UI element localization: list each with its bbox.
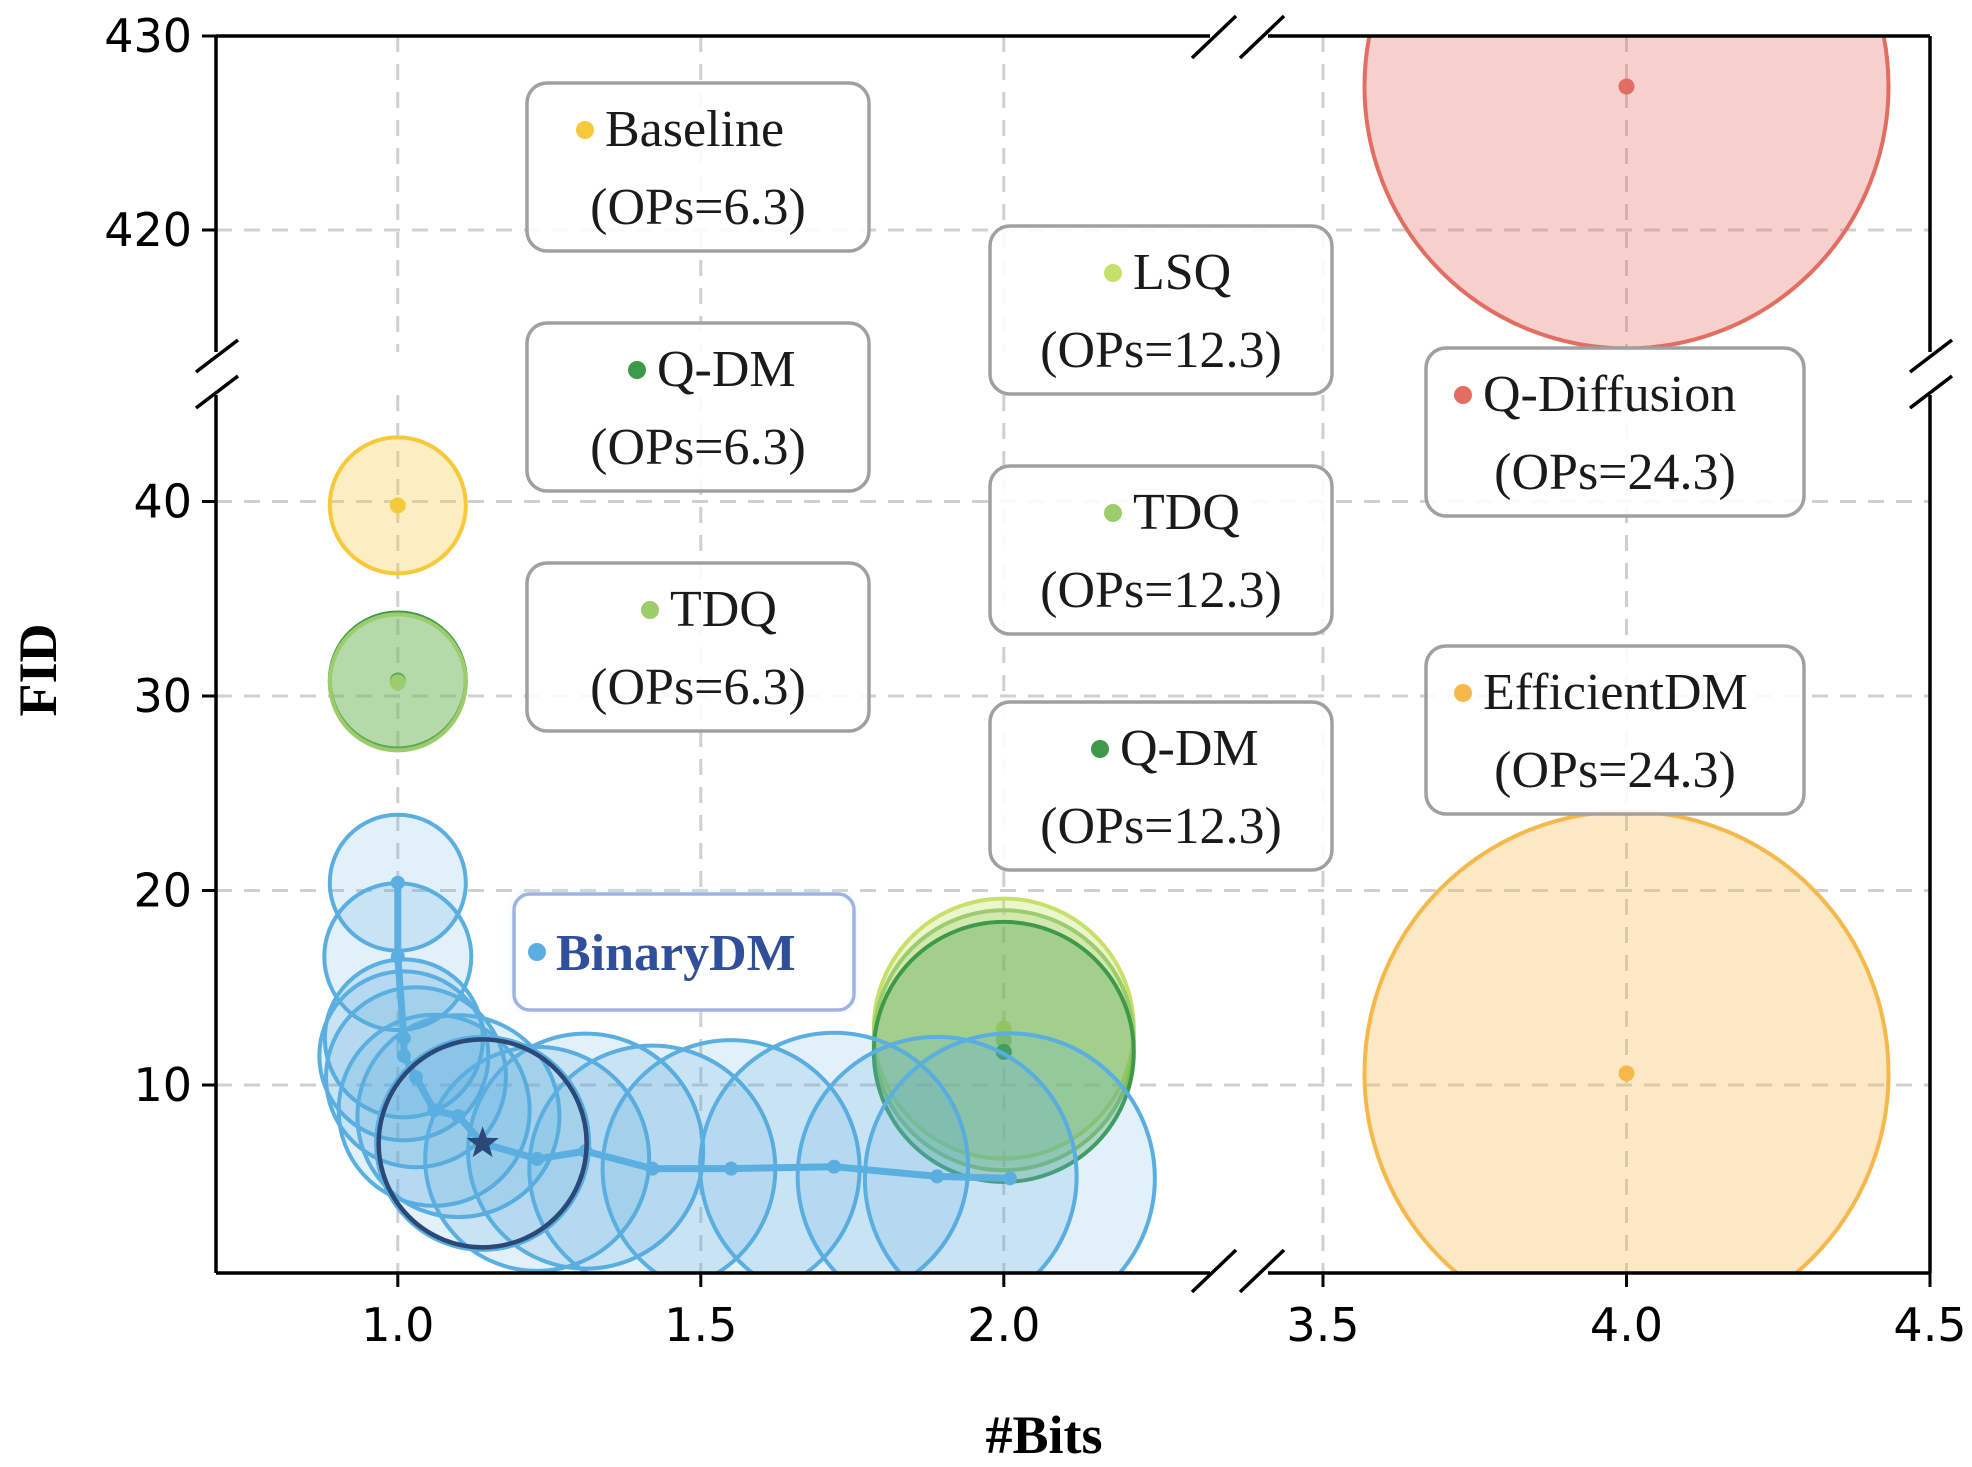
label-box-q-dm: Q-DM (OPs=12.3) xyxy=(988,700,1334,872)
ops-label: (OPs=12.3) xyxy=(1040,322,1282,379)
method-name: BinaryDM xyxy=(556,925,796,982)
label-box-baseline: Baseline (OPs=6.3) xyxy=(525,81,871,253)
binarydm-point xyxy=(930,1169,945,1184)
binarydm-point xyxy=(396,1048,411,1063)
method-name: Baseline xyxy=(605,101,784,158)
binarydm-point xyxy=(530,1151,545,1166)
x-tick-label: 2.0 xyxy=(967,1298,1040,1352)
binarydm-line xyxy=(376,875,1017,1250)
binarydm-point xyxy=(451,1109,466,1124)
label-box-frame xyxy=(1424,346,1806,518)
point-q-diffusion-6 xyxy=(1618,78,1635,95)
label-box-frame xyxy=(525,561,871,733)
y-tick-label: 20 xyxy=(133,864,192,918)
method-name: TDQ xyxy=(1133,484,1240,541)
binarydm-point xyxy=(724,1161,739,1176)
axis-break-marks xyxy=(194,14,1954,1294)
label-box-tdq: TDQ (OPs=12.3) xyxy=(988,464,1334,636)
label-dot xyxy=(1454,386,1472,404)
binarydm-point xyxy=(645,1161,660,1176)
label-box-q-dm: Q-DM (OPs=6.3) xyxy=(525,321,871,493)
label-box-binarydm: BinaryDM xyxy=(512,892,856,1012)
label-box-frame xyxy=(988,224,1334,396)
x-axis-title: #Bits xyxy=(985,1405,1102,1465)
x-tick-label: 1.0 xyxy=(361,1298,434,1352)
y-tick-label: 430 xyxy=(104,9,192,63)
ops-label: (OPs=12.3) xyxy=(1040,562,1282,619)
axis-ticks: 1.0 1.5 2.0 3.5 4.0 4.5 10 20 30 40 420 430 xyxy=(104,9,1966,1352)
label-box-q-diffusion: Q-Diffusion (OPs=24.3) xyxy=(1424,346,1806,518)
binarydm-star-marker xyxy=(466,1126,499,1158)
axes-frame xyxy=(214,34,1932,1275)
label-dot xyxy=(576,121,594,139)
ops-label: (OPs=6.3) xyxy=(590,659,806,716)
label-dot xyxy=(1104,264,1122,282)
binarydm-point xyxy=(390,949,405,964)
label-box-efficientdm: EfficientDM (OPs=24.3) xyxy=(1424,644,1806,816)
point-baseline-0 xyxy=(389,497,406,514)
binarydm-selected-ring xyxy=(376,1037,589,1250)
label-box-lsq: LSQ (OPs=12.3) xyxy=(988,224,1334,396)
label-box-frame xyxy=(988,464,1334,636)
point-tdq-4 xyxy=(995,1032,1012,1049)
binarydm-point xyxy=(827,1159,842,1174)
y-tick-label: 40 xyxy=(133,475,192,529)
label-box-tdq: TDQ (OPs=6.3) xyxy=(525,561,871,733)
y-tick-label: 30 xyxy=(133,669,192,723)
label-dot xyxy=(528,943,546,961)
label-dot xyxy=(1091,740,1109,758)
ops-label: (OPs=24.3) xyxy=(1494,742,1736,799)
bubble-q-diffusion-6 xyxy=(1362,36,1891,351)
x-tick-label: 1.5 xyxy=(664,1298,737,1352)
ops-label: (OPs=12.3) xyxy=(1040,798,1282,855)
x-tick-label: 3.5 xyxy=(1286,1298,1359,1352)
ops-label: (OPs=24.3) xyxy=(1494,444,1736,501)
label-box-frame xyxy=(525,81,871,253)
label-dot xyxy=(641,601,659,619)
method-name: Q-DM xyxy=(657,341,796,398)
binarydm-point xyxy=(390,875,405,890)
method-name: Q-DM xyxy=(1120,720,1259,777)
method-labels: Baseline (OPs=6.3) Q-DM (OPs=6.3) TDQ (OPs=6.… xyxy=(512,81,1806,1012)
method-name: EfficientDM xyxy=(1483,664,1748,721)
y-tick-label: 10 xyxy=(133,1058,192,1112)
method-name: TDQ xyxy=(670,581,777,638)
y-tick-label: 420 xyxy=(104,203,192,257)
binarydm-bubble xyxy=(862,1031,1157,1273)
binarydm-point xyxy=(1002,1171,1017,1186)
x-tick-label: 4.5 xyxy=(1893,1298,1966,1352)
label-box-frame xyxy=(512,892,856,1012)
ops-label: (OPs=6.3) xyxy=(590,179,806,236)
binarydm-point xyxy=(408,1070,423,1085)
ops-label: (OPs=6.3) xyxy=(590,419,806,476)
point-efficientdm-7 xyxy=(1618,1065,1635,1082)
binarydm-point xyxy=(396,1031,411,1046)
point-tdq-2 xyxy=(389,674,406,691)
label-dot xyxy=(628,361,646,379)
method-name: Q-Diffusion xyxy=(1483,366,1736,423)
label-dot xyxy=(1454,684,1472,702)
label-box-frame xyxy=(525,321,871,493)
label-box-frame xyxy=(1424,644,1806,816)
binarydm-point xyxy=(427,1103,442,1118)
method-name: LSQ xyxy=(1133,244,1231,301)
y-axis-title: FID xyxy=(8,624,68,717)
label-dot xyxy=(1104,504,1122,522)
label-box-frame xyxy=(988,700,1334,872)
x-tick-label: 4.0 xyxy=(1590,1298,1663,1352)
